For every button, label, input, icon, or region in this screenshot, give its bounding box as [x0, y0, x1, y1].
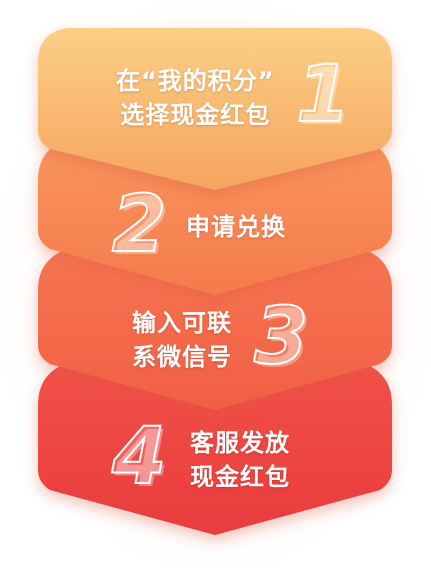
step-1-line-1: 在“我的积分”	[116, 67, 275, 95]
step-3-text: 输入可联 系微信号	[132, 306, 232, 374]
step-3-number: 3	[253, 292, 309, 382]
step-3-line-2: 系微信号	[132, 343, 232, 371]
step-4-text: 客服发放 现金红包	[190, 426, 290, 494]
step-2-line-1: 申请兑换	[186, 213, 286, 241]
step-1-number: 1	[295, 50, 351, 140]
step-3-line-1: 输入可联	[132, 309, 232, 337]
step-4-line-2: 现金红包	[190, 463, 290, 491]
step-2-number: 2	[111, 180, 167, 270]
step-1-line-2: 选择现金红包	[120, 101, 271, 129]
step-1-shape	[38, 28, 392, 190]
step-4-line-1: 客服发放	[190, 429, 290, 457]
step-2-text: 申请兑换	[186, 210, 286, 244]
step-4-number: 4	[111, 412, 167, 502]
step-1-text: 在“我的积分” 选择现金红包	[116, 64, 275, 132]
